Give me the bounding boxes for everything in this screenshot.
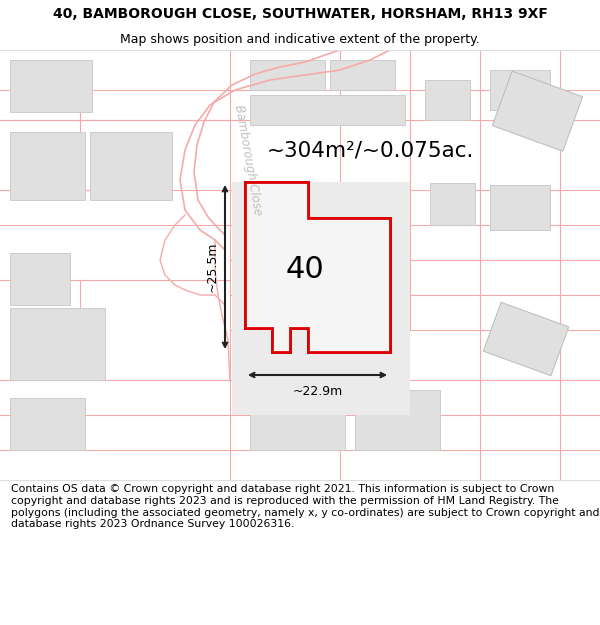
Bar xyxy=(330,60,395,90)
Bar xyxy=(493,71,583,151)
Text: 40, BAMBOROUGH CLOSE, SOUTHWATER, HORSHAM, RH13 9XF: 40, BAMBOROUGH CLOSE, SOUTHWATER, HORSHA… xyxy=(53,7,547,21)
Bar xyxy=(490,70,550,110)
Text: Contains OS data © Crown copyright and database right 2021. This information is : Contains OS data © Crown copyright and d… xyxy=(11,484,599,529)
Bar xyxy=(490,185,550,230)
Bar xyxy=(10,308,105,380)
Text: Map shows position and indicative extent of the property.: Map shows position and indicative extent… xyxy=(120,32,480,46)
Text: ~304m²/~0.075ac.: ~304m²/~0.075ac. xyxy=(266,140,473,160)
Text: ~25.5m: ~25.5m xyxy=(206,242,219,292)
Bar xyxy=(250,60,325,90)
Bar xyxy=(425,80,470,120)
Bar xyxy=(430,183,475,225)
Bar xyxy=(250,95,405,125)
Polygon shape xyxy=(245,182,390,352)
Text: ~22.9m: ~22.9m xyxy=(292,385,343,398)
Polygon shape xyxy=(232,182,410,415)
Bar xyxy=(10,132,85,200)
Polygon shape xyxy=(245,182,390,352)
Bar xyxy=(10,398,85,450)
Bar xyxy=(10,253,70,305)
Text: Bamborough Close: Bamborough Close xyxy=(232,104,264,216)
Bar xyxy=(483,302,569,376)
Bar xyxy=(355,390,440,450)
Text: 40: 40 xyxy=(286,256,325,284)
Bar xyxy=(10,60,92,112)
Bar xyxy=(250,390,345,450)
Bar xyxy=(90,132,172,200)
